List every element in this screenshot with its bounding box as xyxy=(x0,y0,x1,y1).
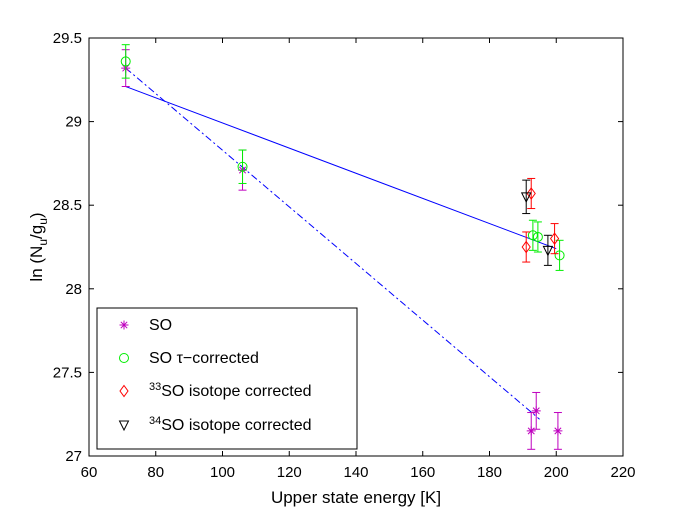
legend: SO SO τ−corrected 33SO isotope corrected… xyxy=(96,307,358,450)
fit-solid xyxy=(125,86,557,250)
data-point xyxy=(531,406,541,416)
legend-label-so-tau-corrected: SO τ−corrected xyxy=(149,350,259,367)
x-tick-label: 140 xyxy=(343,464,368,481)
axes: 60 80 100 120 140 160 180 200 220 27 27.5 28 28.5 29 2… xyxy=(53,30,636,481)
legend-marker-0 xyxy=(119,320,129,330)
data-point xyxy=(526,187,536,200)
y-tick-label: 28.5 xyxy=(53,197,82,214)
fit-dashdot xyxy=(125,67,540,420)
x-tick-label: 180 xyxy=(477,464,502,481)
fit-lines xyxy=(125,67,557,420)
legend-box xyxy=(96,307,358,450)
y-axis-label: ln (Nu/gu) xyxy=(27,212,50,281)
y-tick-label: 29.5 xyxy=(53,30,82,47)
data-point xyxy=(542,245,554,257)
x-tick-label: 200 xyxy=(544,464,569,481)
data-point xyxy=(526,426,536,436)
legend-marker-3 xyxy=(118,420,130,432)
legend-markers xyxy=(118,320,130,432)
legend-label-34so: 34SO isotope corrected xyxy=(149,415,312,434)
series-1 xyxy=(120,44,565,271)
x-axis-label: Upper state energy [K] xyxy=(271,488,441,507)
x-tick-label: 160 xyxy=(410,464,435,481)
data-point xyxy=(521,240,531,254)
series-3 xyxy=(520,179,554,266)
x-tick-label: 60 xyxy=(81,464,98,481)
x-tick-label: 120 xyxy=(277,464,302,481)
y-tick-label: 27.5 xyxy=(53,364,82,381)
y-tick-label: 29 xyxy=(65,114,82,131)
data-point xyxy=(237,161,248,172)
legend-marker-1 xyxy=(119,353,129,363)
x-tick-label: 80 xyxy=(147,464,164,481)
series-2 xyxy=(521,177,560,263)
y-tick-label: 27 xyxy=(65,448,82,465)
data-point xyxy=(532,231,543,242)
data-point xyxy=(527,230,538,241)
legend-label-so: SO xyxy=(149,317,172,334)
data-point xyxy=(554,250,565,261)
data-point xyxy=(549,232,560,245)
legend-label-33so: 33SO isotope corrected xyxy=(149,381,312,400)
x-tick-label: 220 xyxy=(610,464,635,481)
data-points xyxy=(120,44,565,450)
y-tick-label: 28 xyxy=(65,281,82,298)
x-tick-label: 100 xyxy=(210,464,235,481)
legend-marker-2 xyxy=(119,384,129,398)
data-point xyxy=(520,192,532,203)
data-point xyxy=(120,56,131,67)
data-point xyxy=(553,426,563,436)
